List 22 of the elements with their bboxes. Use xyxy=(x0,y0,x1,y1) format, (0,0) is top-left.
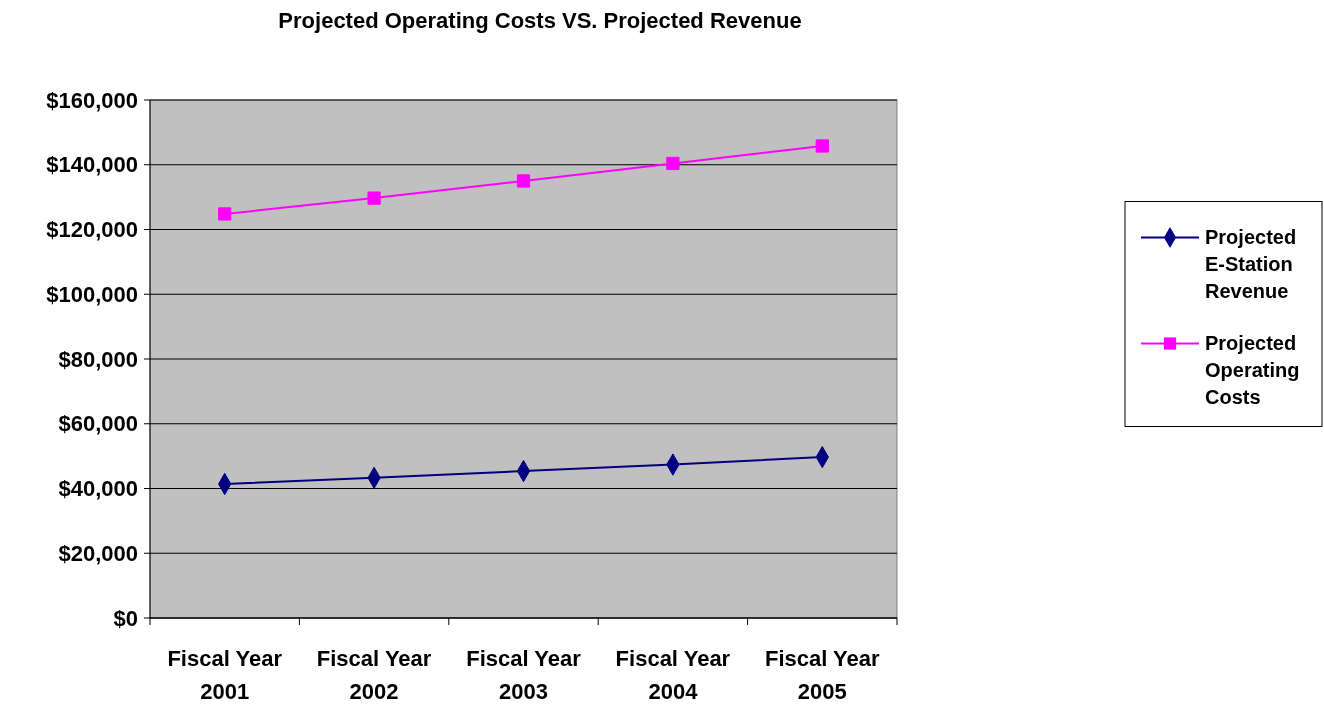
y-tick-label: $160,000 xyxy=(46,87,138,113)
y-tick-label: $60,000 xyxy=(58,411,138,437)
x-tick-label: Fiscal Year 2005 xyxy=(765,646,881,704)
legend-label: Projected Operating Costs xyxy=(1205,331,1300,408)
x-tick-label: Fiscal Year 2002 xyxy=(316,646,432,704)
y-tick-label: $140,000 xyxy=(46,152,138,178)
x-tick-label: Fiscal Year 2001 xyxy=(167,646,283,704)
y-tick-label: $100,000 xyxy=(46,281,138,307)
y-tick-label: $40,000 xyxy=(58,476,138,502)
x-tick-label: Fiscal Year 2003 xyxy=(466,646,582,704)
y-tick-label: $120,000 xyxy=(46,217,138,243)
chart-title: Projected Operating Costs VS. Projected Revenue xyxy=(278,8,802,33)
point xyxy=(367,191,381,205)
point xyxy=(815,139,829,153)
y-tick-label: $80,000 xyxy=(58,346,138,372)
y-tick-label: $0 xyxy=(113,605,138,631)
legend-label: Projected E-Station Revenue xyxy=(1205,225,1297,302)
point xyxy=(218,207,232,221)
point xyxy=(666,156,680,171)
y-tick-label: $20,000 xyxy=(58,540,138,566)
x-tick-label: Fiscal Year 2004 xyxy=(615,646,731,704)
point xyxy=(516,174,531,188)
